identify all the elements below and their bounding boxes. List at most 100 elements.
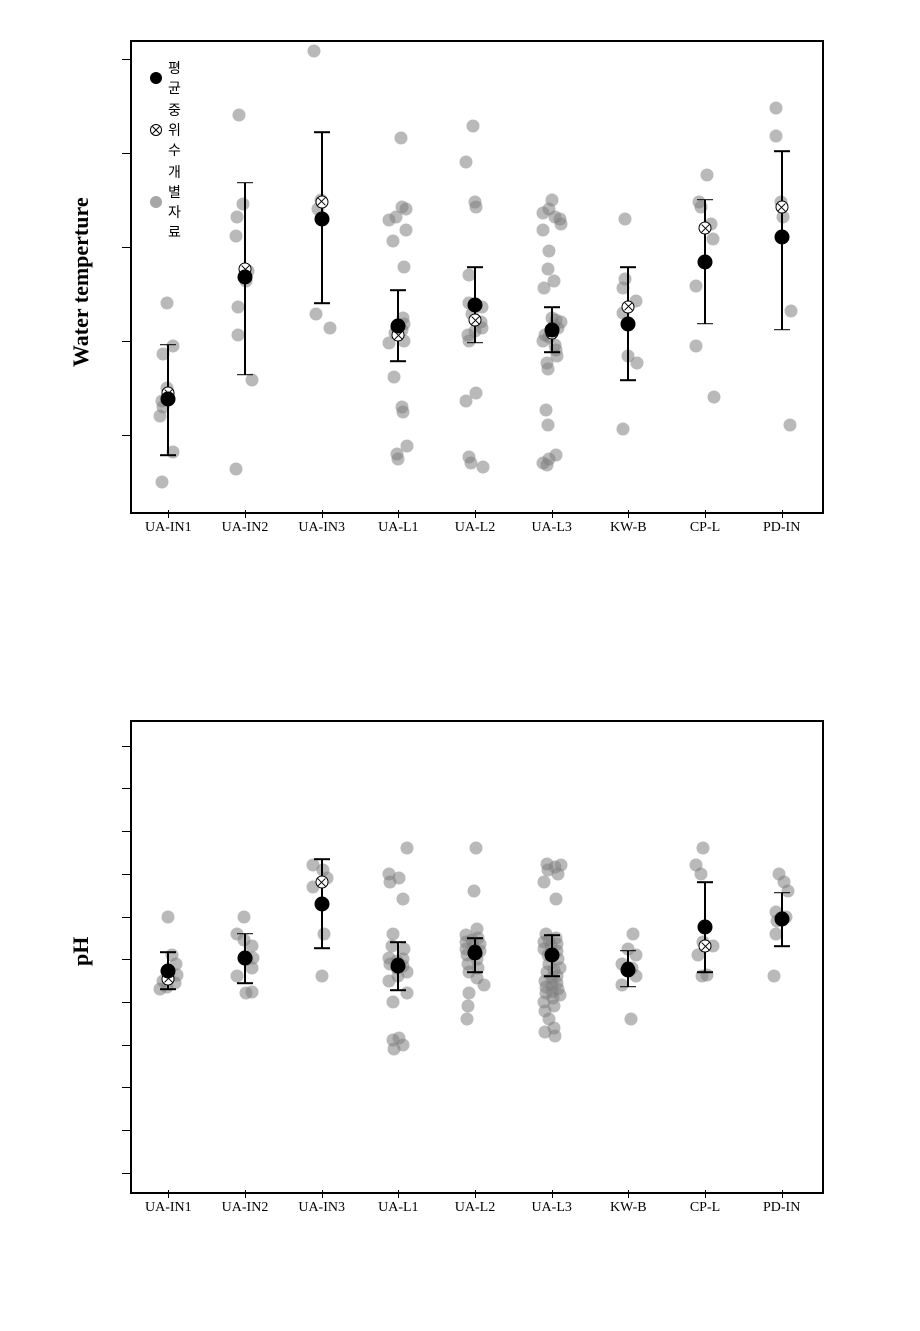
x-tick-label: UA-L2 [435,520,515,536]
y-tick [122,1173,130,1174]
error-cap [390,361,406,363]
y-tick [122,917,130,918]
raw-point [708,391,721,404]
raw-point [401,440,414,453]
raw-point [542,263,555,276]
mean-point [314,211,329,226]
mean-icon [150,72,162,84]
raw-point [471,923,484,936]
x-tick [705,1190,706,1198]
raw-point [161,297,174,310]
raw-point [460,156,473,169]
y-tick [122,247,130,248]
raw-point [536,223,549,236]
raw-icon [150,196,162,208]
error-cap [237,933,253,935]
mean-point [621,962,636,977]
x-tick-label: UA-IN2 [205,1200,285,1216]
raw-point [550,449,563,462]
mean-point [161,392,176,407]
raw-point [236,197,249,210]
legend-item: 중위수 [150,100,181,160]
y-tick [122,959,130,960]
raw-point [542,419,555,432]
error-cap [774,150,790,152]
raw-point [306,859,319,872]
median-point [699,222,712,235]
error-cap [697,199,713,201]
error-cap [620,267,636,269]
x-tick [245,510,246,518]
y-tick [122,1130,130,1131]
raw-point [541,857,554,870]
error-cap [467,267,483,269]
raw-point [230,462,243,475]
mean-point [238,269,253,284]
x-tick [475,510,476,518]
raw-point [462,1000,475,1013]
error-cap [390,989,406,991]
legend-item: 평균 [150,58,181,98]
raw-point [618,272,631,285]
mean-point [468,946,483,961]
median-point [775,201,788,214]
raw-point [396,893,409,906]
x-tick-label: UA-IN3 [282,520,362,536]
x-tick-label: PD-IN [742,1200,822,1216]
raw-point [773,867,786,880]
x-tick-label: UA-L3 [512,1200,592,1216]
error-cap [390,941,406,943]
mean-point [161,964,176,979]
raw-point [783,419,796,432]
raw-point [701,968,714,981]
x-tick-label: UA-IN1 [128,520,208,536]
error-cap [697,882,713,884]
x-tick [782,510,783,518]
x-tick-label: UA-L1 [358,1200,438,1216]
x-tick [628,510,629,518]
legend: 평균중위수개별자료 [150,58,181,244]
raw-point [386,927,399,940]
x-tick-label: UA-IN3 [282,1200,362,1216]
raw-point [463,451,476,464]
raw-point [476,460,489,473]
x-tick-label: UA-L2 [435,1200,515,1216]
raw-point [767,970,780,983]
y-axis-label: Water temperture [68,197,94,367]
raw-point [770,101,783,114]
x-tick [552,510,553,518]
raw-point [690,340,703,353]
raw-point [397,261,410,274]
mean-point [314,896,329,911]
x-tick [168,1190,169,1198]
raw-point [231,210,244,223]
mean-point [698,919,713,934]
x-tick [475,1190,476,1198]
x-tick [782,1190,783,1198]
error-cap [160,952,176,954]
y-tick [122,831,130,832]
raw-point [233,109,246,122]
raw-point [467,884,480,897]
error-cap [160,988,176,990]
raw-point [395,201,408,214]
y-tick [122,341,130,342]
error-cap [774,329,790,331]
raw-point [624,1013,637,1026]
x-tick [245,1190,246,1198]
x-tick-label: CP-L [665,520,745,536]
raw-point [540,404,553,417]
raw-point [237,910,250,923]
mean-point [774,912,789,927]
error-cap [620,986,636,988]
raw-point [307,45,320,58]
raw-point [395,400,408,413]
x-tick [552,1190,553,1198]
raw-point [400,223,413,236]
raw-point [393,1031,406,1044]
raw-point [231,970,244,983]
y-tick [122,59,130,60]
x-tick [705,510,706,518]
mean-point [698,254,713,269]
raw-point [706,233,719,246]
